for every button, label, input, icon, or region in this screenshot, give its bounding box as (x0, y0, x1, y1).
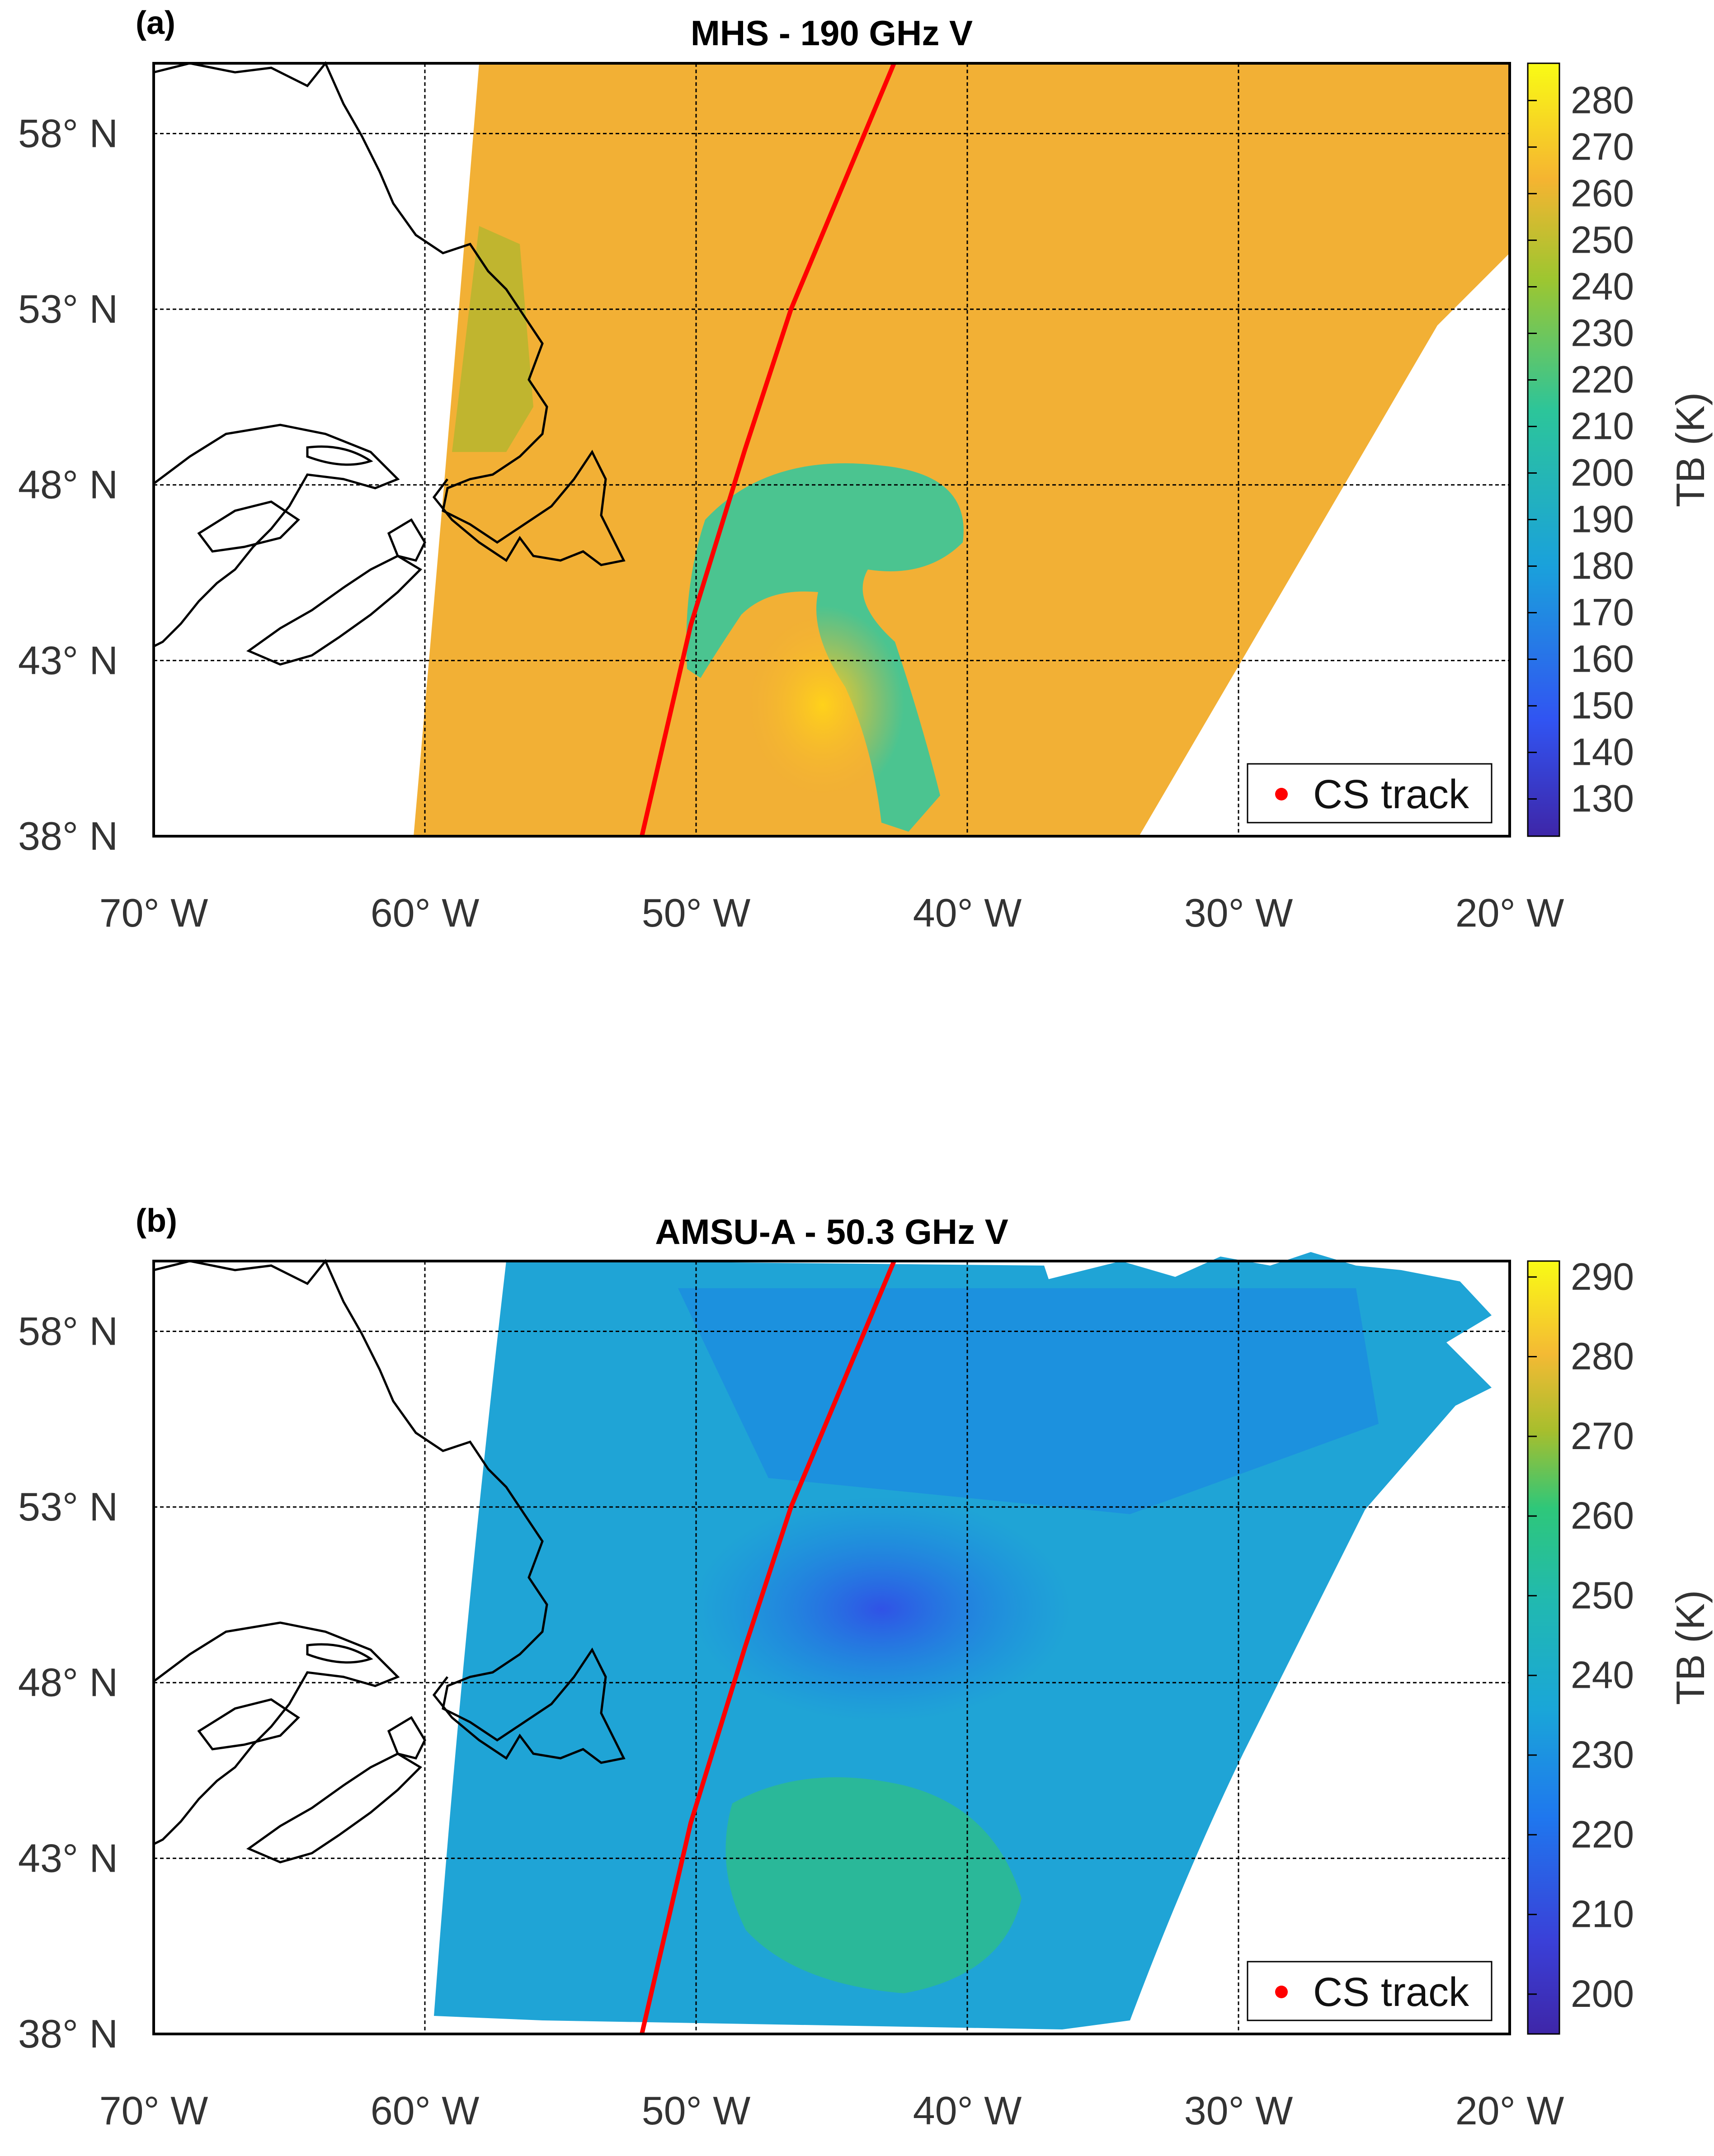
colorbar-tick-label: 200 (1571, 1972, 1634, 2015)
lat-tick-label: 53° N (18, 287, 118, 331)
map-panel-b: 38° N 43° N 48° N 53° N 58° N 70° W 60° W 50° … (18, 1252, 1713, 2133)
map-panel-a: 38° N 43° N 48° N 53° N 58° N 70° W 60° W 50° … (18, 61, 1713, 935)
colorbar-tick-label: 250 (1571, 218, 1634, 261)
lon-tick-label: 40° W (913, 2088, 1022, 2133)
lon-tick-label: 50° W (642, 890, 751, 935)
panel-letter: (b) (136, 1203, 177, 1239)
lat-tick-label: 48° N (18, 1660, 118, 1705)
legend-label: CS track (1313, 1970, 1469, 2015)
panel-b: (b) AMSU-A - 50.3 GHz V (0, 1198, 1714, 2156)
panel-title: MHS - 190 GHz V (690, 13, 973, 53)
lon-tick-label: 60° W (371, 2088, 480, 2133)
lon-tick-labels: 70° W 60° W 50° W 40° W 30° W 20° W (99, 2088, 1564, 2133)
lat-tick-label: 38° N (18, 814, 118, 858)
colorbar-tick-label: 220 (1571, 358, 1634, 400)
colorbar-tick-label: 270 (1571, 1415, 1634, 1457)
colorbar-tick-label: 180 (1571, 545, 1634, 587)
colorbar-tick-label: 200 (1571, 452, 1634, 494)
colorbar-ticks: 200 210 220 230 240 250 260 270 280 290 (1528, 1255, 1634, 2015)
legend: CS track (1247, 1961, 1493, 2021)
colorbar-tick-label: 280 (1571, 1335, 1634, 1378)
colorbar-label: TB (K) (1668, 1590, 1713, 1705)
colorbar-tick-label: 260 (1571, 1494, 1634, 1537)
coastline (153, 61, 626, 566)
legend-marker (1275, 788, 1288, 800)
lon-tick-label: 30° W (1184, 2088, 1293, 2133)
lat-tick-labels: 38° N 43° N 48° N 53° N 58° N (18, 111, 118, 858)
lat-tick-labels: 38° N 43° N 48° N 53° N 58° N (18, 1309, 118, 2056)
coastline-nova-scotia (246, 1752, 423, 1864)
lon-tick-label: 40° W (913, 890, 1022, 935)
lat-tick-label: 58° N (18, 1309, 118, 1353)
colorbar-tick-label: 240 (1571, 265, 1634, 307)
axes-frame (152, 1260, 1511, 2035)
lat-tick-label: 43° N (18, 1836, 118, 1880)
coastline-mainland (153, 1621, 400, 1845)
colorbar-tick-label: 280 (1571, 79, 1634, 121)
map-grid (154, 1261, 1510, 2034)
colorbar-tick-label: 140 (1571, 731, 1634, 773)
coastline-gaspe (197, 1698, 300, 1751)
lon-tick-label: 70° W (99, 2088, 208, 2133)
legend-marker (1275, 1986, 1288, 1998)
storm-eye (741, 606, 904, 805)
legend-label: CS track (1313, 772, 1469, 817)
coastline-mainland (153, 424, 400, 648)
lon-tick-label: 20° W (1455, 890, 1564, 935)
colorbar-tick-label: 210 (1571, 1893, 1634, 1935)
colorbar-tick-label: 250 (1571, 1574, 1634, 1616)
colorbar-ticks: 1301401501601701801902002102202302402502… (1528, 79, 1634, 820)
lon-tick-label: 60° W (371, 890, 480, 935)
lat-tick-label: 48° N (18, 462, 118, 507)
lat-tick-label: 58° N (18, 111, 118, 155)
lon-tick-label: 70° W (99, 890, 208, 935)
lon-tick-label: 30° W (1184, 890, 1293, 935)
lon-tick-label: 50° W (642, 2088, 751, 2133)
colorbar-tick-label: 290 (1571, 1255, 1634, 1298)
colorbar-label: TB (K) (1668, 392, 1713, 507)
colorbar-tick-label: 130 (1571, 777, 1634, 820)
coastline-anticosti (306, 1643, 373, 1664)
panel-letter: (a) (136, 5, 175, 41)
coastline-cape-breton (387, 1716, 426, 1760)
coastline-anticosti (306, 445, 373, 466)
colorbar-tick-label: 260 (1571, 172, 1634, 214)
lat-tick-label: 43° N (18, 638, 118, 683)
coastline (153, 1259, 626, 1764)
lon-tick-labels: 70° W 60° W 50° W 40° W 30° W 20° W (99, 890, 1564, 935)
colorbar-tick-label: 270 (1571, 125, 1634, 168)
warm-core (725, 1777, 1022, 1993)
colorbar-tick-label: 170 (1571, 591, 1634, 634)
lat-tick-label: 53° N (18, 1484, 118, 1529)
colorbar-tick-label: 190 (1571, 498, 1634, 541)
cs-track-line (640, 1260, 896, 2035)
colorbar-tick-label: 160 (1571, 638, 1634, 680)
map-grid (154, 63, 1510, 836)
panel-a: (a) MHS - 190 GHz V (18, 5, 1713, 935)
coastline-gaspe (197, 500, 300, 553)
colorbar-tick-label: 220 (1571, 1813, 1634, 1855)
cold-core (692, 1496, 1071, 1722)
cs-track-line (640, 62, 896, 837)
lat-tick-label: 38° N (18, 2011, 118, 2056)
colorbar (1527, 1260, 1560, 2035)
coastline-cape-breton (387, 518, 426, 562)
colorbar-tick-label: 230 (1571, 1733, 1634, 1776)
lon-tick-label: 20° W (1455, 2088, 1564, 2133)
legend: CS track (1247, 763, 1493, 824)
swath-edge-feature (452, 226, 533, 452)
colorbar-tick-label: 150 (1571, 684, 1634, 727)
upper-cold-region (678, 1288, 1379, 1514)
coastline-nova-scotia (246, 555, 423, 666)
colorbar-tick-label: 210 (1571, 405, 1634, 447)
panel-title: AMSU-A - 50.3 GHz V (655, 1212, 1008, 1252)
axes-frame (152, 62, 1511, 838)
colorbar (1527, 62, 1560, 837)
colorbar-tick-label: 240 (1571, 1654, 1634, 1696)
colorbar-tick-label: 230 (1571, 311, 1634, 354)
